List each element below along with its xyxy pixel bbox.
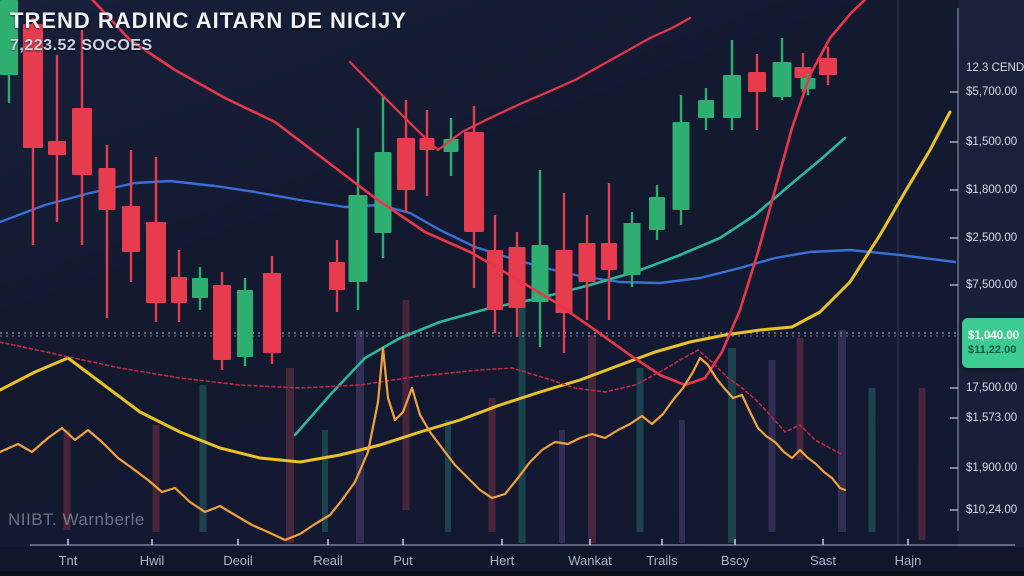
x-axis-category-label: Put	[393, 553, 413, 568]
right-axis-panel	[958, 0, 1024, 576]
bearish-candle-body	[48, 141, 66, 155]
bearish-candle-body	[146, 222, 166, 303]
bullish-candle-body	[192, 278, 208, 298]
x-axis-band	[0, 547, 1024, 571]
badge-price-line1: $1,040.00	[968, 330, 1020, 342]
osc-orange-line	[0, 346, 847, 542]
bearish-candle-body	[98, 168, 116, 210]
x-axis-category-label: Hert	[489, 553, 515, 568]
volume-bar	[588, 335, 596, 543]
bearish-candle-body	[171, 277, 187, 303]
x-axis-category-label: Hwil	[139, 553, 165, 568]
y-axis-price-label: $10,24.00	[966, 504, 1018, 516]
ma-yellow-line	[0, 110, 952, 464]
bullish-candle-body	[772, 62, 792, 97]
ma-red-secondary-line	[348, 16, 692, 152]
bearish-candle-body	[578, 243, 596, 282]
bearish-candle-body	[419, 138, 435, 150]
x-axis-category-label: Reail	[313, 553, 343, 568]
x-axis-category-label: Sast	[809, 553, 837, 568]
volume-bar	[63, 430, 71, 530]
bullish-candle-body	[672, 122, 690, 210]
y-axis-price-label: $1,900.00	[966, 462, 1018, 474]
volume-bar	[559, 430, 565, 543]
x-axis-category-label: Hajn	[894, 553, 922, 568]
current-price-badge: $1,040.00 $11,22.00	[962, 318, 1024, 368]
bullish-candle-body	[623, 223, 641, 275]
volume-bar	[152, 425, 160, 532]
bullish-candle-body	[348, 195, 368, 282]
bullish-candle-body	[649, 197, 665, 230]
osc-dark-red-line	[0, 341, 844, 456]
volume-bar	[356, 330, 364, 543]
bearish-candle-body	[397, 138, 415, 190]
volume-bar	[728, 348, 736, 543]
bullish-candle-body	[0, 0, 18, 75]
bullish-candle-body	[698, 100, 714, 118]
bearish-candle-body	[487, 250, 503, 310]
volume-bar	[322, 430, 328, 532]
bullish-candle-body	[531, 245, 549, 302]
bearish-candle-body	[122, 206, 140, 252]
y-axis-price-label: $2,500.00	[966, 232, 1018, 244]
ma-teal-line	[293, 136, 847, 437]
volume-bar	[796, 338, 804, 460]
volume-bar	[445, 420, 451, 532]
volume-bar	[838, 330, 846, 532]
x-axis-category-label: Tnt	[58, 553, 78, 568]
y-axis-price-label: $1,573.00	[966, 412, 1018, 424]
bearish-candle-body	[329, 262, 345, 290]
x-axis-category-label: Deoil	[223, 553, 253, 568]
bearish-candle-body	[23, 24, 43, 148]
bearish-candle-body	[748, 72, 766, 92]
volume-bar	[679, 420, 685, 543]
ma-red-main-line	[90, 0, 867, 387]
badge-price-line2: $11,22.00	[968, 344, 1017, 356]
y-axis-price-label: $1,800.00	[966, 184, 1018, 196]
y-axis-price-label: 17,500.00	[966, 382, 1018, 394]
bearish-candle-body	[464, 132, 484, 232]
volume-bar	[199, 385, 207, 532]
y-axis-price-label: $5,700.00	[966, 86, 1018, 98]
volume-bar	[286, 368, 294, 543]
volume-bar	[768, 360, 776, 532]
bearish-candle-body	[601, 243, 617, 270]
bullish-candle-body	[237, 290, 253, 357]
volume-bar	[518, 300, 526, 543]
volume-bar	[918, 388, 926, 540]
volume-bar	[488, 398, 496, 532]
bearish-candle-body	[213, 285, 231, 360]
bearish-candle-body	[555, 250, 573, 313]
bearish-candle-body	[819, 58, 837, 75]
x-axis-category-label: Trails	[646, 553, 678, 568]
y-axis-price-label: $7,500.00	[966, 279, 1018, 291]
volume-bar	[636, 368, 644, 532]
bullish-candle-body	[723, 75, 741, 118]
bearish-candle-body	[72, 108, 92, 175]
volume-bar	[868, 388, 876, 532]
bearish-candle-body	[263, 273, 281, 353]
x-axis-category-label: Bscy	[720, 553, 750, 568]
x-axis-category-label: Wankat	[568, 553, 612, 568]
bearish-candle-body	[508, 247, 526, 308]
y-axis-price-label: $1,500.00	[966, 136, 1018, 148]
y-axis-price-label: 12.3 CEND	[966, 62, 1024, 74]
bullish-candle-body	[374, 152, 392, 233]
bottom-strip	[0, 571, 1024, 576]
